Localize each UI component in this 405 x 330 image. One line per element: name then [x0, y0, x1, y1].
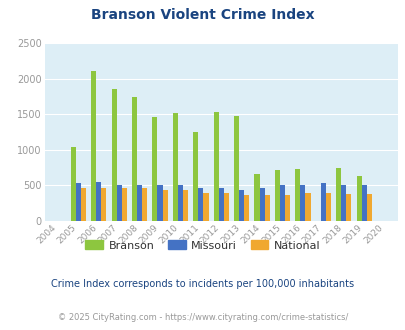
Bar	[116, 185, 121, 221]
Bar	[218, 188, 223, 221]
Bar	[294, 169, 300, 221]
Bar	[244, 195, 249, 221]
Bar	[284, 195, 290, 221]
Bar	[193, 132, 198, 221]
Bar	[239, 190, 244, 221]
Bar	[122, 187, 126, 221]
Bar	[305, 193, 310, 221]
Bar	[132, 97, 137, 221]
Bar	[325, 193, 330, 221]
Bar	[162, 190, 167, 221]
Bar	[142, 188, 147, 221]
Bar	[203, 193, 208, 221]
Text: Branson Violent Crime Index: Branson Violent Crime Index	[91, 8, 314, 22]
Bar	[101, 187, 106, 221]
Bar	[356, 176, 361, 221]
Bar	[345, 194, 351, 221]
Bar	[91, 71, 96, 221]
Bar	[300, 185, 305, 221]
Bar	[137, 185, 142, 221]
Bar	[173, 114, 177, 221]
Bar	[96, 182, 101, 221]
Bar	[264, 195, 269, 221]
Bar	[81, 187, 86, 221]
Bar	[177, 185, 183, 221]
Bar	[279, 185, 284, 221]
Bar	[233, 116, 239, 221]
Bar	[274, 171, 279, 221]
Bar	[361, 185, 366, 221]
Bar	[152, 117, 157, 221]
Bar	[183, 190, 188, 221]
Bar	[259, 188, 264, 221]
Bar	[198, 188, 203, 221]
Bar	[340, 185, 345, 221]
Bar	[157, 185, 162, 221]
Bar	[320, 183, 325, 221]
Legend: Branson, Missouri, National: Branson, Missouri, National	[81, 236, 324, 255]
Text: Crime Index corresponds to incidents per 100,000 inhabitants: Crime Index corresponds to incidents per…	[51, 279, 354, 289]
Bar	[111, 89, 116, 221]
Bar	[254, 174, 259, 221]
Bar	[335, 168, 340, 221]
Bar	[366, 194, 371, 221]
Bar	[76, 183, 81, 221]
Bar	[213, 112, 218, 221]
Bar	[70, 147, 76, 221]
Bar	[223, 193, 228, 221]
Text: © 2025 CityRating.com - https://www.cityrating.com/crime-statistics/: © 2025 CityRating.com - https://www.city…	[58, 313, 347, 322]
